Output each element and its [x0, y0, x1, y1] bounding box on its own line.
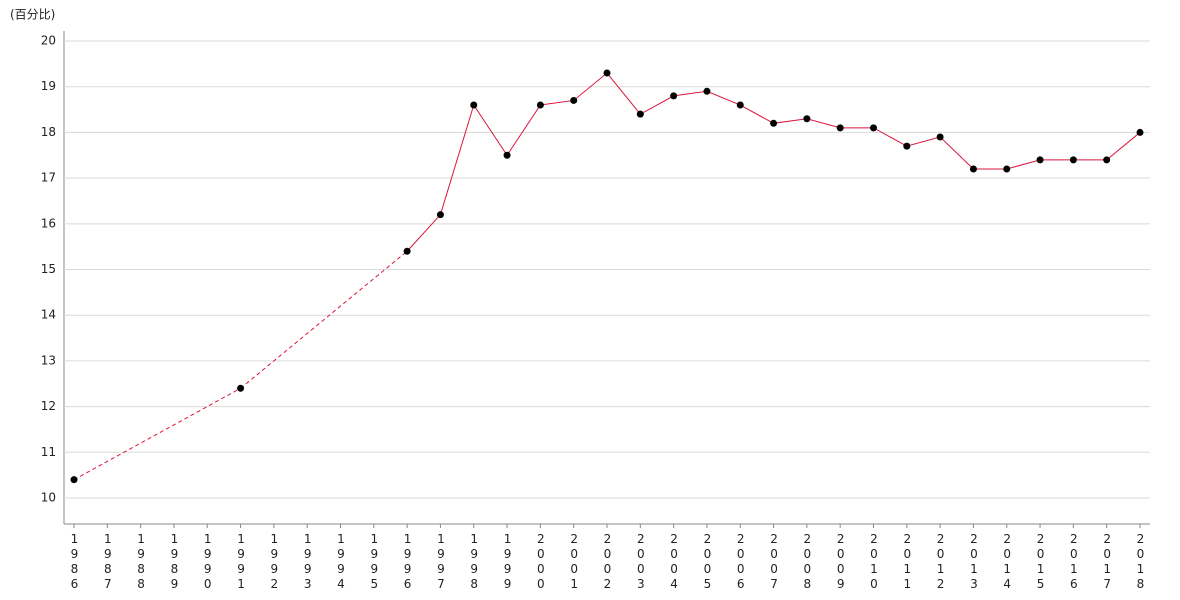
point: [1069, 156, 1077, 164]
x-tick-label: 2016: [1067, 532, 1081, 592]
point: [969, 165, 977, 173]
y-tick-label: 12: [41, 399, 56, 413]
x-tick-label: 1987: [101, 532, 115, 592]
x-tick-label: 1991: [234, 532, 248, 592]
point: [736, 101, 744, 109]
y-axis-label: (百分比): [10, 8, 55, 22]
x-tick-label: 2008: [800, 532, 814, 592]
x-tick-label: 2009: [834, 532, 848, 592]
point: [403, 247, 411, 255]
point: [570, 96, 578, 104]
y-tick-label: 15: [41, 262, 56, 276]
point: [803, 115, 811, 123]
point: [470, 101, 478, 109]
y-tick-label: 17: [41, 171, 56, 185]
point: [503, 151, 511, 159]
x-tick-label: 1989: [167, 532, 181, 592]
x-tick-label: 2010: [867, 532, 881, 592]
x-tick-label: 1993: [301, 532, 315, 592]
x-tick-label: 1997: [434, 532, 448, 592]
point: [836, 124, 844, 132]
x-tick-label: 1988: [134, 532, 148, 592]
point: [1036, 156, 1044, 164]
gap-connector: [240, 250, 408, 389]
x-tick-label: 2015: [1034, 532, 1048, 592]
x-tick-label: 2014: [1000, 532, 1014, 592]
x-tick-label: 1994: [334, 532, 348, 592]
line: [406, 72, 1141, 252]
x-tick-label: 2000: [534, 532, 548, 592]
y-tick-label: 10: [41, 490, 56, 504]
x-tick-label: 2005: [700, 532, 714, 592]
y-tick-label: 14: [41, 308, 56, 322]
point: [870, 124, 877, 132]
x-tick-label: 2004: [667, 532, 681, 592]
point: [670, 92, 678, 100]
y-tick-label: 18: [41, 125, 56, 139]
y-tick-label: 13: [41, 353, 56, 367]
x-tick-label: 2018: [1134, 532, 1148, 592]
x-tick-label: 2017: [1100, 532, 1114, 592]
y-tick-label: 11: [41, 445, 56, 459]
x-tick-label: 1995: [367, 532, 381, 592]
point: [1103, 156, 1111, 164]
x-tick-label: 2002: [601, 532, 615, 592]
y-tick-label: 19: [41, 79, 56, 93]
point: [70, 476, 78, 484]
x-tick-label: 2011: [900, 532, 914, 592]
x-tick-label: 2012: [934, 532, 948, 592]
x-tick-label: 1999: [501, 532, 515, 592]
point: [903, 142, 911, 150]
point: [1003, 165, 1011, 173]
point: [703, 87, 711, 95]
gap-connector: [73, 387, 241, 481]
point: [603, 69, 611, 77]
point: [770, 119, 778, 127]
x-tick-label: 2003: [634, 532, 648, 592]
x-tick-label: 2013: [967, 532, 981, 592]
x-tick-label: 1986: [68, 532, 82, 592]
x-tick-label: 2006: [734, 532, 748, 592]
point: [636, 110, 644, 118]
x-tick-label: 1998: [467, 532, 481, 592]
x-tick-label: 2001: [567, 532, 581, 592]
x-tick-label: 2007: [767, 532, 781, 592]
x-tick-label: 1990: [201, 532, 215, 592]
point: [237, 384, 245, 392]
x-tick-label: 1992: [267, 532, 281, 592]
y-tick-label: 16: [41, 216, 56, 230]
y-tick-label: 20: [41, 34, 56, 48]
point: [1136, 128, 1144, 136]
point: [936, 133, 944, 141]
point: [436, 211, 444, 219]
point: [536, 101, 544, 109]
x-tick-label: 1996: [401, 532, 415, 592]
